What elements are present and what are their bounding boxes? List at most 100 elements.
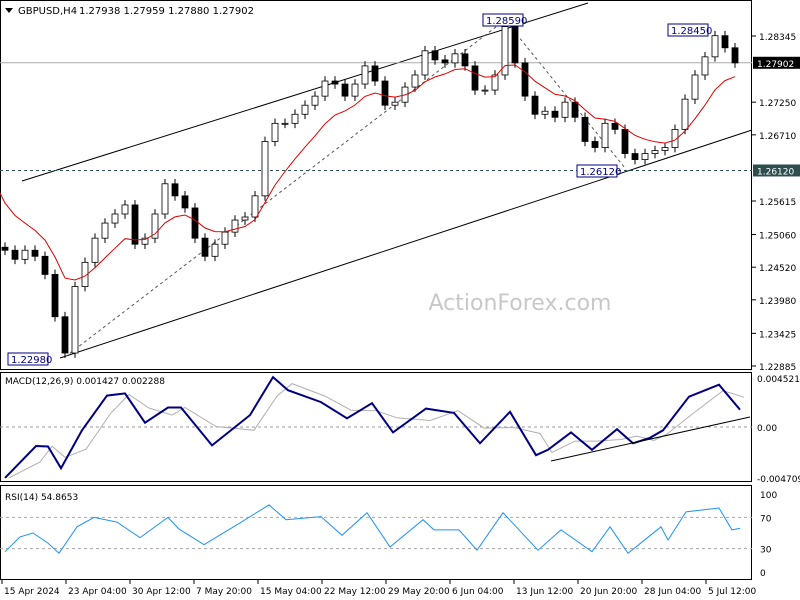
- time-tick-label: 15 May 04:00: [260, 587, 322, 597]
- candle-body: [711, 35, 719, 58]
- candle-body: [71, 286, 79, 354]
- price-tick-label: 1.28345: [759, 33, 796, 43]
- candle-body: [21, 249, 29, 260]
- price-tick-label: 1.25615: [759, 198, 796, 208]
- candle-body: [501, 26, 509, 76]
- price-annotations: 1.28590 1.28450 1.26120 1.22980: [7, 13, 712, 366]
- candle-body: [531, 95, 539, 115]
- candle-body: [131, 204, 139, 245]
- candle-body: [461, 53, 469, 67]
- candle-body: [211, 243, 219, 257]
- candle-body: [351, 83, 359, 97]
- rsi-tick-label: 70: [760, 514, 772, 524]
- candle-body: [181, 195, 189, 209]
- candle-body: [341, 83, 349, 97]
- time-tick-label: 22 May 12:00: [324, 587, 386, 597]
- price-annotation-label: 1.22980: [11, 355, 52, 366]
- panel-frames: [0, 0, 752, 580]
- time-tick-label: 23 Apr 04:00: [68, 587, 127, 597]
- candle-body: [41, 255, 49, 275]
- price-marker-box: [753, 56, 800, 69]
- candle-body: [221, 231, 229, 245]
- candle-body: [571, 101, 579, 118]
- macd-tick-label: 0.004521: [757, 375, 800, 385]
- dashed-trend-line: [64, 19, 506, 358]
- chart-symbol: GBPUSD,H4: [18, 6, 77, 17]
- overlays: [0, 2, 753, 359]
- candle-body: [641, 153, 649, 160]
- candle-body: [31, 249, 39, 257]
- candle-body: [611, 122, 619, 130]
- candle-body: [151, 213, 159, 239]
- candle-body: [261, 141, 269, 197]
- candle-body: [581, 116, 589, 142]
- candle-body: [601, 122, 609, 148]
- candle-body: [561, 101, 569, 118]
- candle-body: [521, 62, 529, 97]
- rsi-tick-label: 30: [760, 546, 772, 556]
- rsi-indicator: 100 70 30 0: [0, 491, 777, 579]
- candle-body: [241, 216, 249, 221]
- price-tick-label: 1.25060: [759, 232, 796, 242]
- price-annotation-label: 1.28590: [486, 16, 527, 27]
- candle-body: [111, 213, 119, 224]
- price-marker-box: [753, 164, 800, 177]
- price-tick-label: 1.27250: [759, 99, 796, 109]
- watermark: ActionForex.com: [429, 291, 612, 316]
- candles: [1, 21, 739, 358]
- candle-body: [431, 50, 439, 61]
- candle-body: [81, 261, 89, 287]
- main-panel-frame: [0, 0, 752, 370]
- macd-tick-label: 0.00: [757, 424, 777, 434]
- rsi-tick-label: 100: [760, 491, 777, 501]
- candle-body: [511, 26, 519, 64]
- candle-body: [491, 74, 499, 91]
- rsi-line: [4, 504, 741, 555]
- time-tick-label: 13 Jun 12:00: [516, 587, 573, 597]
- candle-body: [421, 50, 429, 76]
- price-tick-label: 1.26710: [759, 132, 796, 142]
- time-tick-label: 29 May 20:00: [388, 587, 450, 597]
- candle-body: [331, 80, 339, 85]
- macd-line: [4, 375, 741, 479]
- time-tick-label: 15 Apr 2024: [4, 587, 60, 597]
- candle-body: [361, 65, 369, 85]
- time-tick-label: 7 May 20:00: [196, 587, 252, 597]
- candle-body: [481, 89, 489, 92]
- candle-body: [681, 98, 689, 130]
- collapse-triangle-icon[interactable]: [5, 8, 13, 13]
- price-marker-label: 1.26120: [757, 167, 794, 177]
- candle-body: [161, 183, 169, 215]
- candle-body: [661, 147, 669, 151]
- candle-body: [441, 59, 449, 64]
- macd-trendline: [550, 416, 751, 462]
- price-annotation-box: [576, 164, 618, 178]
- candle-body: [291, 113, 299, 124]
- candle-body: [271, 122, 279, 142]
- candle-body: [651, 150, 659, 154]
- channel-upper-line: [21, 2, 589, 182]
- candle-body: [551, 110, 559, 118]
- time-tick-label: 5 Jul 12:00: [708, 587, 757, 597]
- candle-body: [201, 237, 209, 257]
- candle-body: [61, 316, 69, 354]
- candle-body: [691, 74, 699, 100]
- moving-average-line: [0, 64, 736, 281]
- candle-body: [121, 204, 129, 215]
- rsi-panel-frame: [0, 485, 752, 580]
- candle-body: [231, 219, 239, 233]
- macd-tick-label: -0.004709: [757, 475, 800, 485]
- price-annotation-label: 1.28450: [671, 26, 712, 37]
- price-tick-label: 1.23425: [759, 330, 796, 340]
- price-tick-label: 1.24520: [759, 264, 796, 274]
- candle-body: [101, 222, 109, 239]
- candle-body: [321, 80, 329, 97]
- candle-body: [631, 153, 639, 160]
- candle-body: [311, 95, 319, 106]
- rsi-title: RSI(14) 54.8653: [5, 493, 78, 503]
- candle-body: [411, 74, 419, 88]
- candle-body: [671, 128, 679, 148]
- axes: 1.28345 1.27250 1.26710 1.25615 1.25060 1.245…: [1, 33, 800, 597]
- candle-body: [251, 195, 259, 218]
